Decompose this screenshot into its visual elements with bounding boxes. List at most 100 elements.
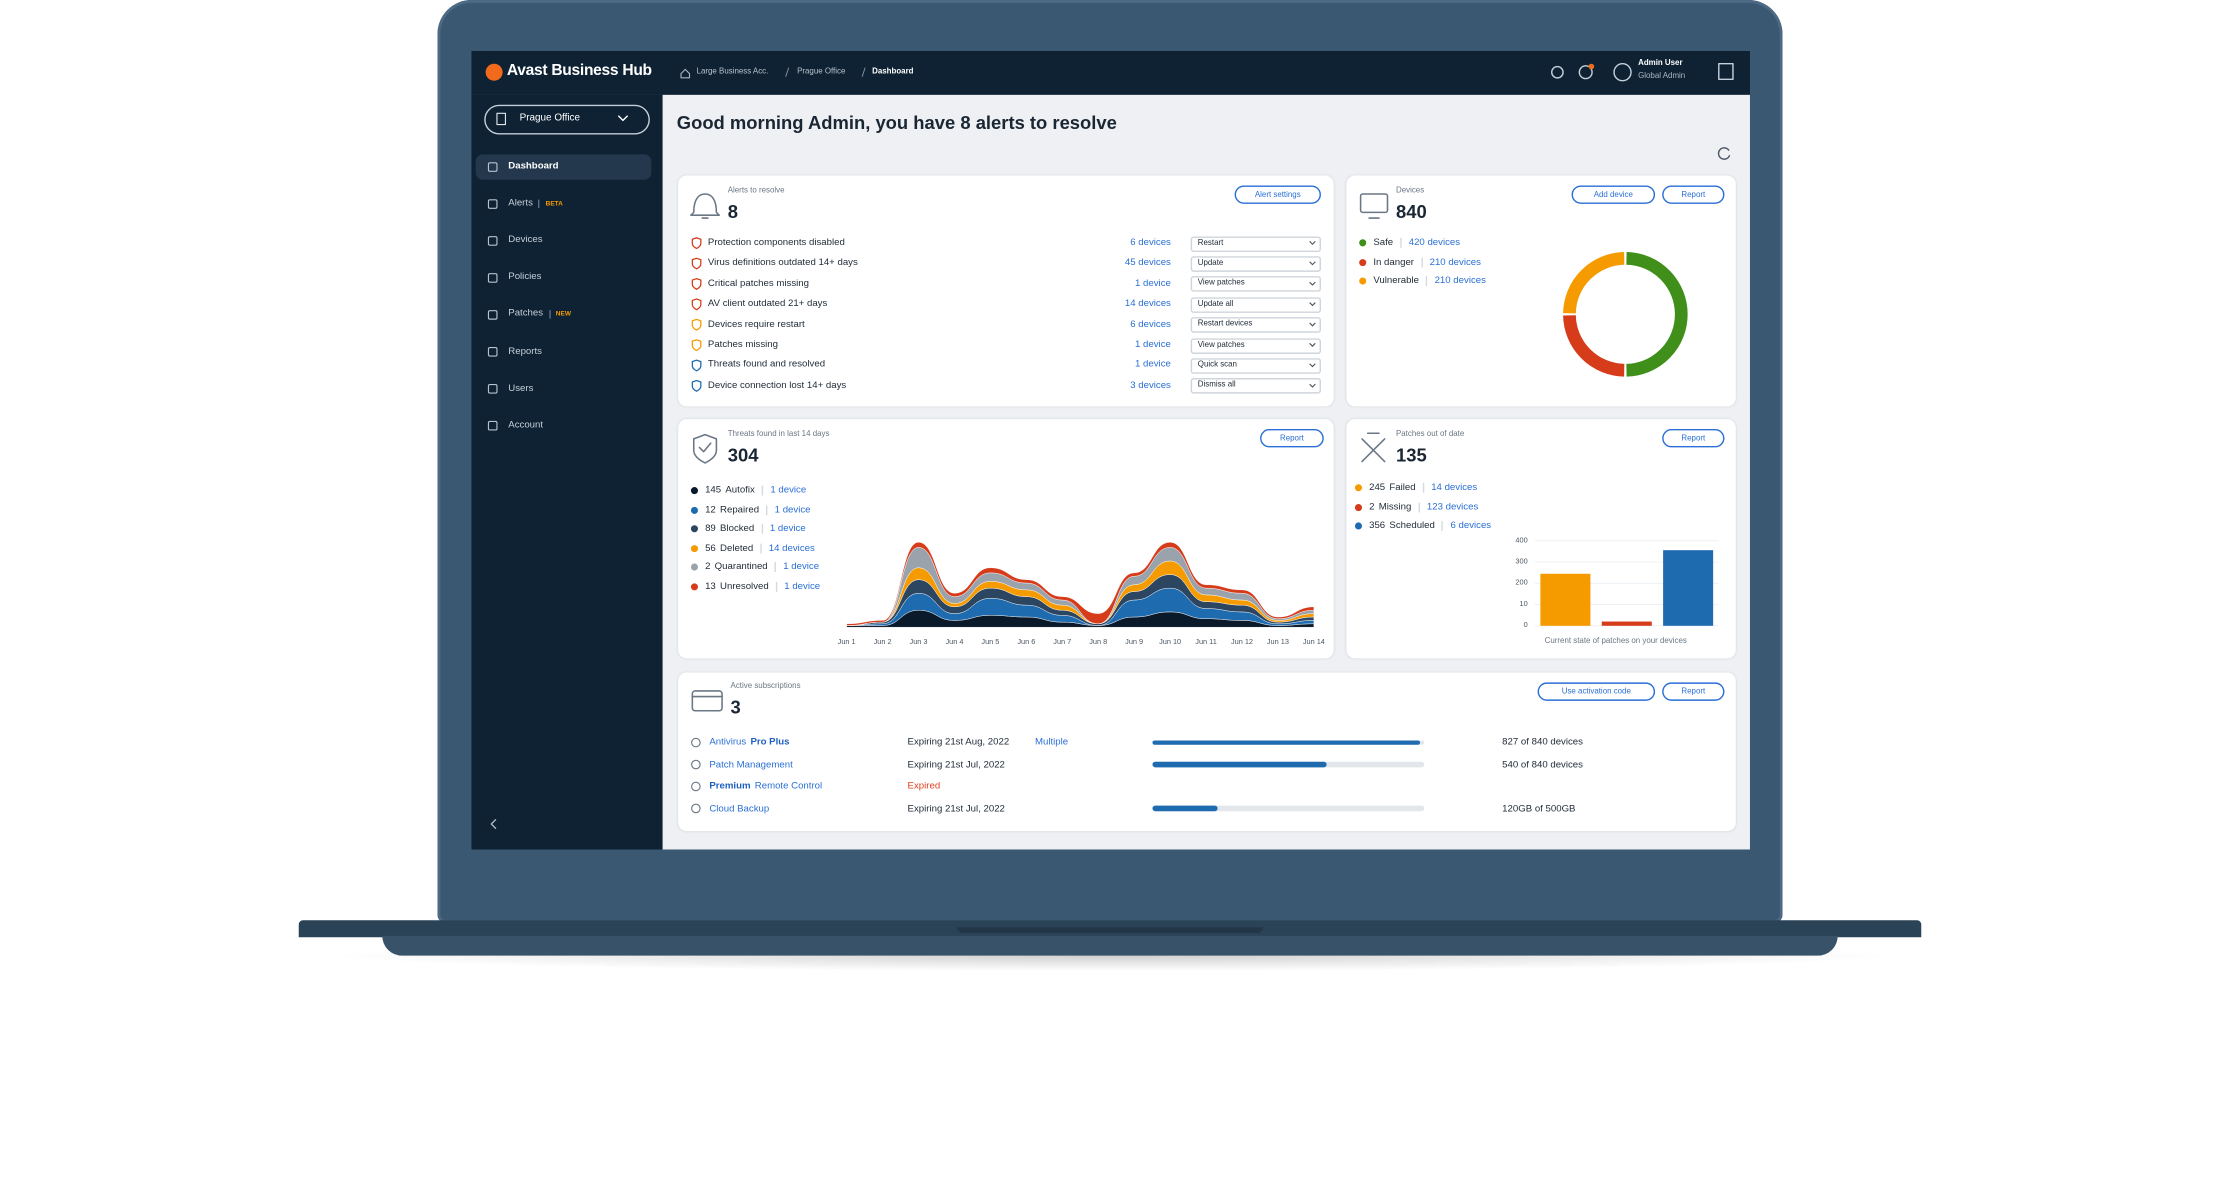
report-button[interactable]: Report bbox=[1662, 682, 1725, 701]
settings-icon[interactable] bbox=[1551, 65, 1564, 79]
button-label: Report bbox=[1681, 687, 1706, 696]
legend-label: 12 Repaired bbox=[705, 505, 759, 515]
alert-icon bbox=[691, 359, 702, 372]
alert-action-select[interactable]: Update all bbox=[1190, 296, 1321, 313]
nav-item[interactable]: Alerts BETA bbox=[508, 198, 563, 208]
legend-link[interactable]: 1 device bbox=[784, 581, 821, 592]
legend-row: 56 Deleted 14 devices bbox=[690, 543, 815, 554]
alert-action-select[interactable]: View patches bbox=[1190, 276, 1321, 293]
alert-action-select[interactable]: Restart devices bbox=[1190, 317, 1321, 333]
legend-dot bbox=[1359, 277, 1367, 285]
nav-badge: NEW bbox=[555, 310, 571, 318]
alert-settings-button[interactable]: Alert settings bbox=[1234, 185, 1321, 204]
select-chevron bbox=[1309, 363, 1316, 368]
progress-track bbox=[1152, 805, 1425, 811]
collapse-icon[interactable] bbox=[490, 819, 497, 829]
breadcrumb-separator bbox=[785, 67, 790, 77]
alert-devices-link[interactable]: 3 devices bbox=[1130, 380, 1171, 391]
alert-action-select[interactable]: View patches bbox=[1190, 337, 1321, 354]
subscription-name[interactable]: Patch Management bbox=[709, 760, 792, 770]
report-button[interactable]: Report bbox=[1662, 428, 1725, 448]
breadcrumb-item: Dashboard bbox=[872, 67, 914, 77]
legend-link[interactable]: 1 device bbox=[774, 504, 811, 515]
alert-action-select[interactable]: Dismiss all bbox=[1190, 378, 1321, 395]
legend-link[interactable]: 420 devices bbox=[1408, 237, 1461, 248]
add-device-button[interactable]: Add device bbox=[1571, 185, 1656, 204]
x-tick-label: Jun 14 bbox=[1302, 638, 1325, 648]
separator bbox=[1441, 521, 1444, 532]
progress-fill bbox=[1152, 761, 1328, 767]
home-icon[interactable] bbox=[680, 68, 691, 79]
select-label: Quick scan bbox=[1197, 360, 1237, 370]
nav-item[interactable]: Dashboard bbox=[508, 161, 558, 171]
alert-devices-link[interactable]: 14 devices bbox=[1124, 299, 1171, 309]
legend-link[interactable]: 1 device bbox=[769, 524, 806, 535]
help-icon[interactable] bbox=[1578, 65, 1593, 80]
legend-dot bbox=[1354, 522, 1363, 530]
legend-link[interactable]: 123 devices bbox=[1426, 502, 1479, 512]
alert-label: Patches missing bbox=[707, 339, 778, 350]
refresh-icon[interactable] bbox=[1717, 147, 1731, 160]
report-button[interactable]: Report bbox=[1662, 185, 1725, 204]
select-chevron bbox=[1309, 322, 1316, 327]
nav-item[interactable]: Reports bbox=[508, 346, 542, 356]
alert-devices-link[interactable]: 6 devices bbox=[1130, 319, 1171, 330]
alert-devices-link[interactable]: 1 device bbox=[1135, 360, 1171, 371]
separator bbox=[1400, 237, 1402, 248]
greeting: Good morning Admin, you have 8 alerts to… bbox=[676, 111, 1117, 134]
subscription-name[interactable]: Cloud Backup bbox=[709, 803, 769, 813]
alert-devices-link[interactable]: 1 device bbox=[1135, 339, 1171, 350]
subscription-status: Expiring 21st Aug, 2022 bbox=[907, 737, 1010, 748]
activation-code-button[interactable]: Use activation code bbox=[1537, 682, 1656, 701]
alert-devices-link[interactable]: 45 devices bbox=[1124, 258, 1171, 269]
alert-icon bbox=[691, 379, 702, 392]
nav-item[interactable]: Patches NEW bbox=[508, 309, 571, 319]
alert-action-select[interactable]: Update bbox=[1190, 256, 1321, 272]
legend-link[interactable]: 1 device bbox=[783, 562, 820, 573]
site-selector[interactable] bbox=[484, 104, 650, 135]
legend-row: 2 Quarantined 1 device bbox=[690, 562, 820, 573]
breadcrumb-item[interactable]: Large Business Acc. bbox=[696, 67, 769, 77]
subscription-icon bbox=[691, 803, 701, 814]
report-button[interactable]: Report bbox=[1260, 428, 1324, 448]
legend-link[interactable]: 14 devices bbox=[1431, 482, 1478, 493]
legend-link[interactable]: 210 devices bbox=[1434, 276, 1486, 286]
breadcrumb-item[interactable]: Prague Office bbox=[797, 67, 846, 77]
bar bbox=[1540, 573, 1591, 626]
legend-name: Blocked bbox=[720, 524, 755, 535]
nav-item[interactable]: Devices bbox=[508, 235, 542, 245]
nav-item[interactable]: Users bbox=[508, 383, 533, 393]
alert-devices-link[interactable]: 6 devices bbox=[1130, 237, 1171, 248]
nav-item[interactable]: Account bbox=[508, 420, 543, 430]
donut-segment bbox=[1626, 252, 1688, 377]
name-part: Premium bbox=[709, 781, 751, 792]
legend-link[interactable]: 14 devices bbox=[768, 543, 815, 554]
legend-total: 2 bbox=[705, 562, 711, 573]
nav-icon bbox=[487, 347, 498, 357]
laptop-base-lower bbox=[382, 935, 1838, 956]
logo[interactable]: Avast Business Hub bbox=[506, 62, 652, 80]
subscription-name[interactable]: Premium Remote Control bbox=[709, 782, 822, 792]
legend-name: Repaired bbox=[720, 504, 760, 515]
nav-label: Reports bbox=[508, 346, 542, 357]
separator bbox=[774, 562, 777, 573]
legend-link[interactable]: 1 device bbox=[770, 485, 807, 496]
alert-action-select[interactable]: Quick scan bbox=[1190, 358, 1321, 374]
shield-icon bbox=[692, 433, 718, 464]
alert-icon bbox=[691, 237, 702, 250]
button-label: Report bbox=[1681, 433, 1706, 443]
legend-dot bbox=[690, 564, 698, 572]
help-center-icon[interactable] bbox=[1718, 63, 1734, 80]
avatar[interactable] bbox=[1613, 63, 1632, 82]
user-name[interactable]: Admin User bbox=[1638, 59, 1683, 68]
legend-link[interactable]: 6 devices bbox=[1450, 521, 1492, 532]
select-chevron bbox=[1309, 281, 1316, 286]
subscription-name[interactable]: Antivirus Pro Plus bbox=[709, 738, 789, 748]
legend-label: 2 Quarantined bbox=[705, 563, 768, 573]
legend-link[interactable]: 210 devices bbox=[1429, 256, 1481, 267]
nav-item[interactable]: Policies bbox=[508, 272, 541, 282]
alert-devices-link[interactable]: 1 device bbox=[1135, 278, 1171, 289]
subscription-extra-link[interactable]: Multiple bbox=[1034, 737, 1069, 748]
alert-action-select[interactable]: Restart bbox=[1190, 235, 1321, 252]
